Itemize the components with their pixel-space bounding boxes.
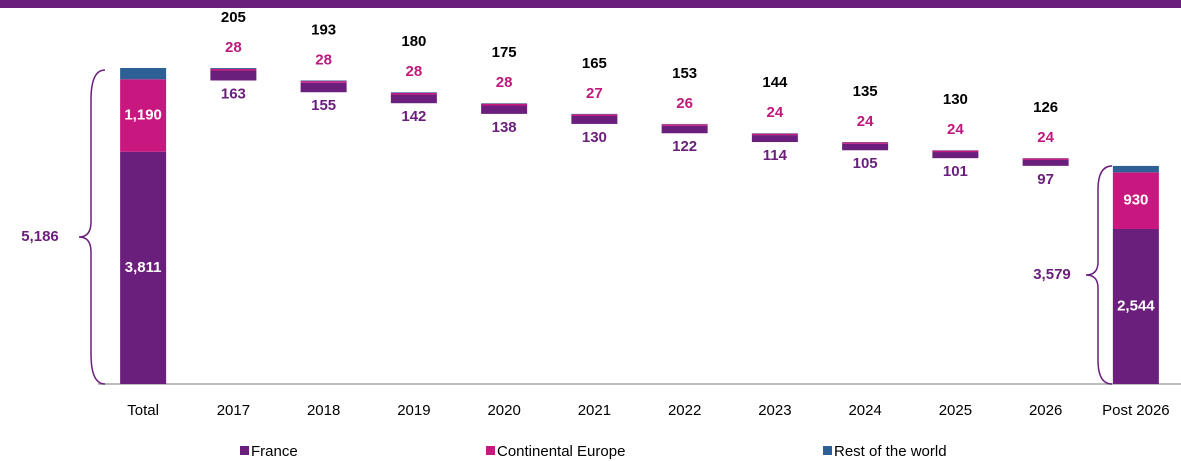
bar-segment	[571, 114, 618, 117]
legend-label: France	[251, 443, 298, 460]
data-label: 26	[676, 95, 693, 112]
x-tick-label: 2023	[758, 402, 791, 419]
bar-segment	[300, 80, 347, 82]
bar-segment	[1112, 165, 1159, 173]
bar-segment	[751, 135, 798, 143]
data-label: 114	[763, 147, 788, 164]
bar-segment	[390, 92, 437, 95]
bar-segment	[1022, 159, 1069, 166]
bar-segment	[481, 105, 528, 114]
bracket	[78, 69, 106, 385]
bar-segment	[481, 103, 528, 104]
bar-segment	[661, 124, 708, 126]
x-tick-label: 2026	[1029, 402, 1062, 419]
data-label: 163	[221, 85, 246, 102]
x-tick-label: Post 2026	[1102, 402, 1170, 419]
total-label: 130	[943, 91, 968, 108]
bar-segment	[120, 68, 167, 80]
x-tick-label: 2022	[668, 402, 701, 419]
data-label: 24	[1037, 129, 1054, 146]
bar-segment	[481, 103, 528, 106]
bar-segment	[300, 81, 347, 83]
total-label: 135	[853, 83, 878, 100]
x-tick-label: 2019	[397, 402, 430, 419]
bar-segment	[1112, 228, 1159, 384]
bar-segment	[300, 82, 347, 93]
bar-segment	[210, 68, 257, 71]
bar-segment	[842, 142, 889, 144]
data-label: 2,544	[1117, 297, 1155, 314]
total-label: 5,186	[21, 228, 59, 245]
bar-segment	[842, 143, 889, 151]
bar-segment	[390, 92, 437, 93]
total-label: 165	[582, 55, 607, 72]
data-label: 101	[943, 163, 968, 180]
bar-segment	[120, 151, 167, 384]
legend-swatch	[486, 446, 495, 455]
data-label: 155	[311, 97, 336, 114]
bar-segment	[571, 116, 618, 124]
data-label: 930	[1123, 192, 1148, 209]
data-label: 24	[767, 104, 784, 121]
bar-segment	[751, 133, 798, 136]
total-label: 3,579	[1033, 266, 1071, 283]
legend-swatch	[240, 446, 249, 455]
total-label: 144	[762, 74, 788, 91]
x-tick-label: 2020	[487, 402, 520, 419]
total-label: 205	[221, 9, 246, 26]
legend-label: Rest of the world	[834, 443, 947, 460]
data-label: 130	[582, 129, 607, 146]
x-tick-label: 2021	[578, 402, 611, 419]
data-label: 28	[315, 51, 332, 68]
x-tick-label: 2018	[307, 402, 340, 419]
data-label: 28	[496, 74, 513, 91]
x-tick-label: 2024	[848, 402, 881, 419]
bar-segment	[1022, 158, 1069, 160]
x-tick-label: 2025	[939, 402, 972, 419]
data-label: 122	[672, 138, 697, 155]
data-label: 138	[492, 119, 517, 136]
bar-segment	[210, 70, 257, 81]
legend-swatch	[823, 446, 832, 455]
data-label: 28	[406, 63, 423, 80]
data-label: 24	[857, 113, 874, 130]
title-band	[0, 0, 1181, 8]
data-label: 1,190	[124, 106, 162, 123]
bar-segment	[1112, 172, 1159, 229]
total-label: 193	[311, 21, 336, 38]
data-label: 142	[401, 108, 426, 125]
x-tick-label: Total	[127, 402, 159, 419]
total-label: 180	[401, 33, 426, 50]
total-label: 126	[1033, 99, 1058, 116]
x-tick-label: 2017	[217, 402, 250, 419]
bar-segment	[932, 152, 979, 159]
bar-segment	[932, 150, 979, 153]
bar-segment	[661, 125, 708, 134]
data-label: 24	[947, 121, 964, 138]
data-label: 28	[225, 39, 242, 56]
data-label: 3,811	[125, 259, 162, 276]
bar-segment	[120, 79, 167, 152]
bar-segment	[390, 94, 437, 104]
data-label: 97	[1037, 171, 1054, 188]
total-label: 175	[492, 44, 517, 61]
data-label: 27	[586, 85, 603, 102]
bracket	[1085, 165, 1113, 385]
total-label: 153	[672, 65, 697, 82]
bar-segment	[210, 68, 257, 69]
data-label: 105	[853, 155, 878, 172]
legend-label: Continental Europe	[497, 443, 625, 460]
